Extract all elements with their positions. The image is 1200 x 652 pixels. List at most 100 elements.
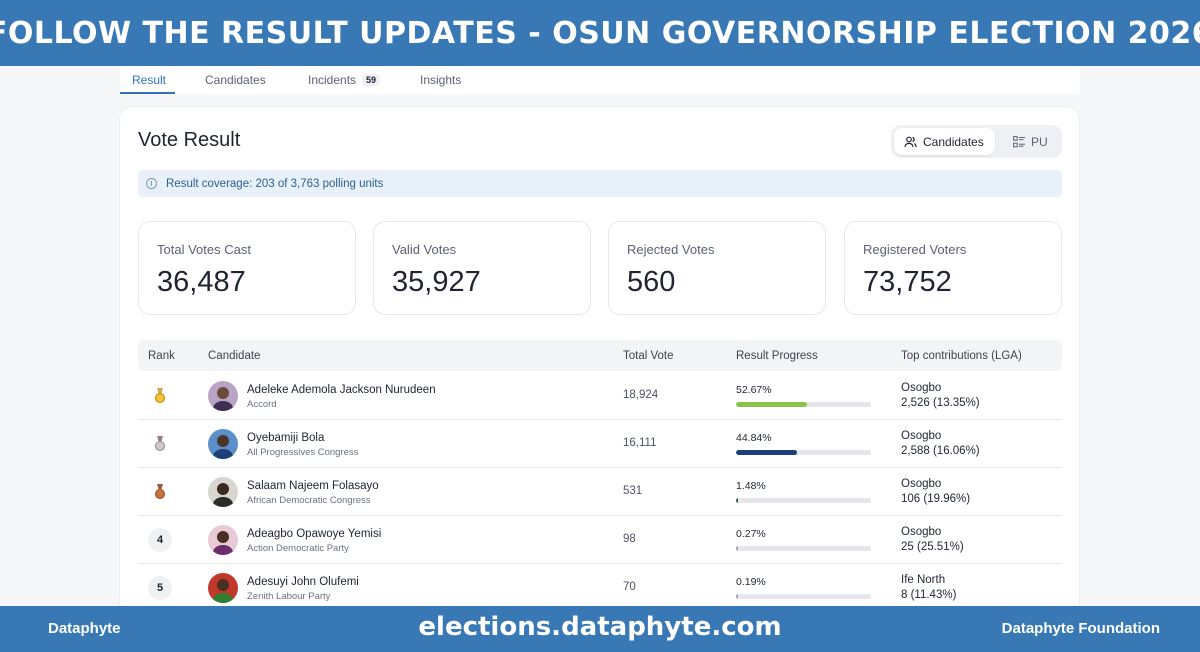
bottom-banner: Dataphyte elections.dataphyte.com Dataph… — [0, 606, 1200, 652]
total-vote: 531 — [623, 485, 643, 497]
gold-medal-icon — [148, 384, 172, 408]
total-vote: 98 — [623, 533, 636, 545]
candidate-name: Adeagbo Opawoye Yemisi — [247, 528, 382, 540]
top-lga-name: Osogbo — [901, 382, 942, 394]
result-percent: 0.19% — [736, 576, 766, 588]
table-row[interactable]: Oyebamiji Bola All Progressives Congress… — [138, 420, 1062, 468]
candidates-view-label: Candidates — [923, 134, 984, 149]
result-percent: 0.27% — [736, 528, 766, 540]
candidate-party: Zenith Labour Party — [247, 591, 331, 602]
header-top-contributions: Top contributions (LGA) — [901, 349, 1022, 362]
stat-label: Registered Voters — [863, 242, 967, 257]
candidate-name: Adeleke Ademola Jackson Nurudeen — [247, 384, 436, 396]
header-rank: Rank — [148, 349, 175, 362]
top-lga-value: 2,588 (16.06%) — [901, 445, 980, 457]
stat-value: 36,487 — [157, 266, 246, 298]
candidate-party: Action Democratic Party — [247, 543, 349, 554]
candidate-name: Oyebamiji Bola — [247, 432, 325, 444]
top-banner: FOLLOW THE RESULT UPDATES - OSUN GOVERNO… — [0, 0, 1200, 66]
stat-label: Total Votes Cast — [157, 242, 251, 257]
stat-value: 560 — [627, 266, 676, 298]
pu-view-label: PU — [1031, 134, 1048, 149]
info-icon — [146, 178, 157, 189]
silver-medal-icon — [148, 432, 172, 456]
avatar — [208, 477, 238, 507]
vote-result-card: Vote Result Candidates PU Result coverag… — [119, 106, 1080, 626]
table-row[interactable]: 4 Adeagbo Opawoye Yemisi Action Democrat… — [138, 516, 1062, 564]
top-lga-value: 106 (19.96%) — [901, 493, 971, 505]
vote-result-title: Vote Result — [138, 129, 241, 151]
tab-candidates-label: Candidates — [205, 73, 266, 87]
coverage-text: Result coverage: 203 of 3,763 polling un… — [166, 177, 384, 190]
top-lga-name: Osogbo — [901, 478, 942, 490]
tab-incidents[interactable]: Incidents 59 — [308, 66, 381, 94]
table-row[interactable]: Salaam Najeem Folasayo African Democrati… — [138, 468, 1062, 516]
stat-card-total-votes: Total Votes Cast 36,487 — [138, 221, 356, 315]
progress-bar-fill — [736, 594, 738, 599]
pu-view-button[interactable]: PU — [1003, 128, 1058, 155]
active-tab-indicator — [120, 92, 175, 94]
total-vote: 16,111 — [623, 437, 657, 449]
banner-title: FOLLOW THE RESULT UPDATES - OSUN GOVERNO… — [0, 15, 1200, 51]
top-lga-name: Ife North — [901, 574, 946, 586]
stat-label: Valid Votes — [392, 242, 457, 257]
top-lga-name: Osogbo — [901, 526, 942, 538]
coverage-notice: Result coverage: 203 of 3,763 polling un… — [138, 170, 1062, 197]
progress-bar-fill — [736, 402, 808, 407]
header-candidate: Candidate — [208, 349, 261, 362]
tab-incidents-label: Incidents — [308, 73, 357, 87]
progress-bar-fill — [736, 546, 738, 551]
bronze-medal-icon — [148, 480, 172, 504]
footer-brand-right: Dataphyte Foundation — [1001, 620, 1160, 637]
candidate-name: Adesuyi John Olufemi — [247, 576, 359, 588]
tab-insights[interactable]: Insights — [420, 66, 461, 94]
top-lga-name: Osogbo — [901, 430, 942, 442]
candidate-party: African Democratic Congress — [247, 495, 371, 506]
incidents-count-badge: 59 — [362, 74, 381, 86]
avatar — [208, 429, 238, 459]
tab-result-label: Result — [132, 73, 167, 87]
progress-bar-fill — [736, 498, 738, 503]
top-lga-value: 25 (25.51%) — [901, 541, 964, 553]
result-percent: 1.48% — [736, 480, 766, 492]
candidate-party: Accord — [247, 399, 277, 410]
header-total-vote: Total Vote — [623, 349, 674, 362]
users-icon — [904, 136, 917, 147]
header-result-progress: Result Progress — [736, 349, 818, 362]
total-vote: 70 — [623, 581, 636, 593]
total-vote: 18,924 — [623, 389, 659, 401]
progress-bar — [736, 546, 871, 551]
tab-candidates[interactable]: Candidates — [205, 66, 266, 94]
rank-cell: 4 — [148, 528, 172, 552]
rank-cell: 5 — [148, 576, 172, 600]
stat-card-rejected-votes: Rejected Votes 560 — [608, 221, 826, 315]
rank-number: 4 — [148, 528, 172, 552]
progress-bar — [736, 594, 871, 599]
stat-card-valid-votes: Valid Votes 35,927 — [373, 221, 591, 315]
rank-number: 5 — [148, 576, 172, 600]
progress-bar-fill — [736, 450, 797, 455]
footer-website[interactable]: elections.dataphyte.com — [418, 612, 782, 642]
progress-bar — [736, 450, 871, 455]
results-table-header: Rank Candidate Total Vote Result Progres… — [138, 340, 1062, 371]
table-row[interactable]: Adeleke Ademola Jackson Nurudeen Accord … — [138, 372, 1062, 420]
tab-result[interactable]: Result — [132, 66, 166, 94]
result-percent: 44.84% — [736, 432, 772, 444]
view-toggle: Candidates PU — [891, 125, 1062, 158]
candidate-party: All Progressives Congress — [247, 447, 359, 458]
progress-bar — [736, 402, 871, 407]
top-lga-value: 8 (11.43%) — [901, 589, 957, 601]
tab-bar: Result Candidates Incidents 59 Insights — [120, 66, 1080, 94]
avatar — [208, 525, 238, 555]
candidate-name: Salaam Najeem Folasayo — [247, 480, 379, 492]
avatar — [208, 573, 238, 603]
list-icon — [1013, 135, 1025, 147]
progress-bar — [736, 498, 871, 503]
tab-insights-label: Insights — [420, 73, 462, 87]
candidates-view-button[interactable]: Candidates — [894, 128, 995, 155]
stat-value: 35,927 — [392, 266, 481, 298]
stat-card-registered-voters: Registered Voters 73,752 — [844, 221, 1062, 315]
stat-label: Rejected Votes — [627, 242, 715, 257]
stat-value: 73,752 — [863, 266, 952, 298]
table-row[interactable]: 5 Adesuyi John Olufemi Zenith Labour Par… — [138, 564, 1062, 612]
